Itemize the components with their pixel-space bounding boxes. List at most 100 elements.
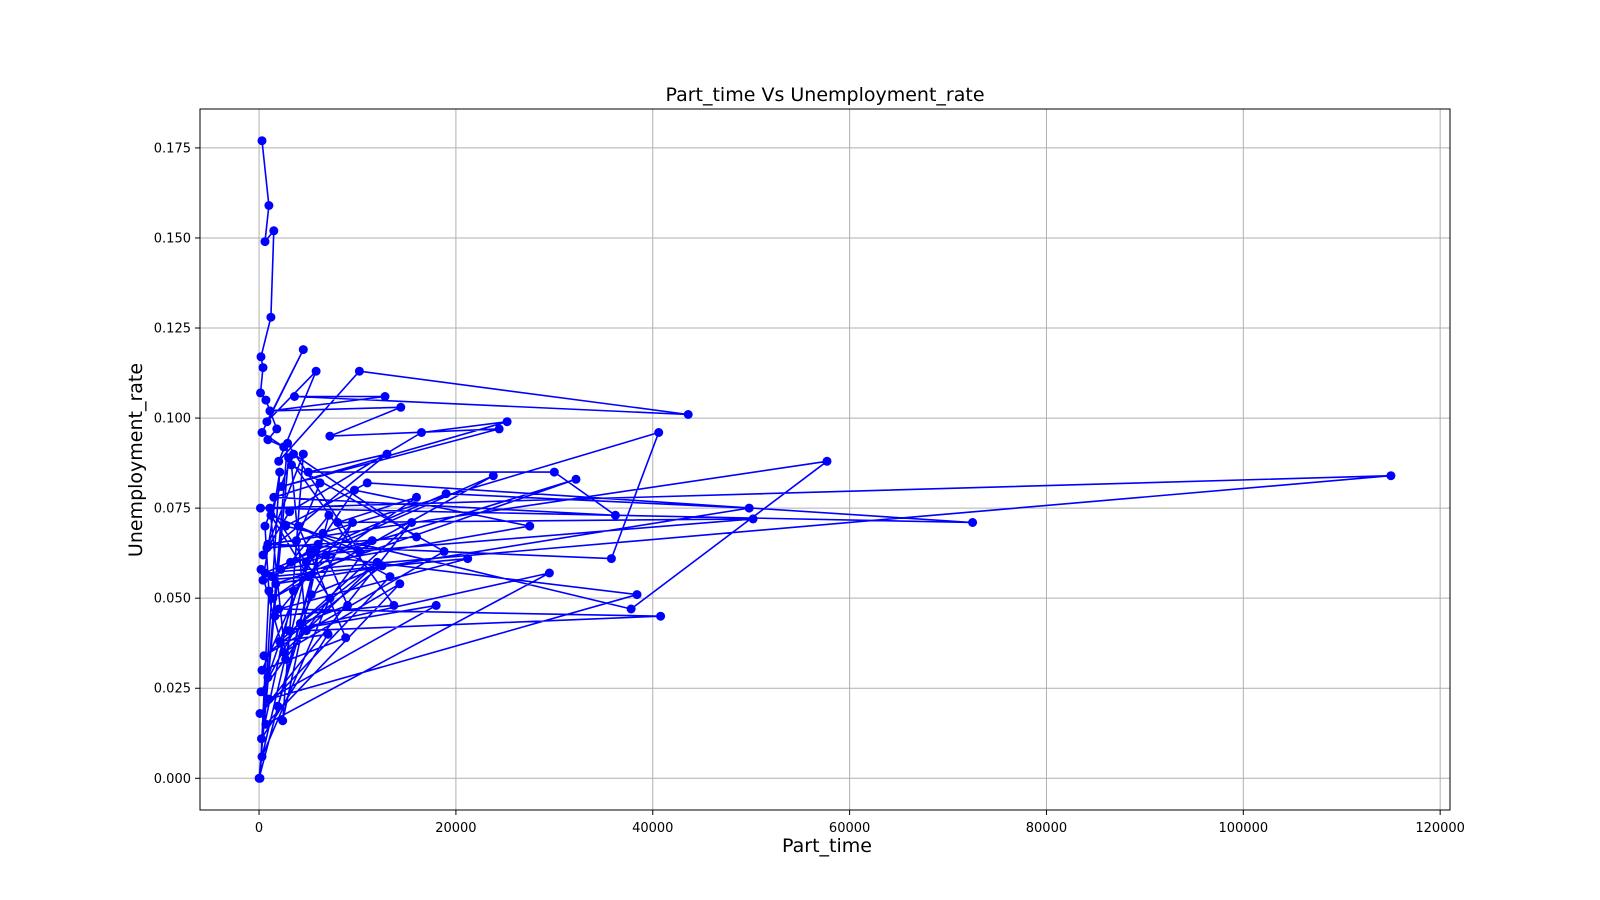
data-point <box>284 626 294 636</box>
x-tick-label: 80000 <box>1026 821 1067 836</box>
data-point <box>494 424 504 434</box>
y-tick-label: 0.100 <box>154 412 191 427</box>
x-tick-label: 20000 <box>435 821 476 836</box>
series-line <box>258 140 1392 780</box>
data-point <box>298 345 308 355</box>
data-point <box>323 629 333 639</box>
data-point <box>354 366 364 376</box>
data-point <box>301 557 311 567</box>
data-point <box>333 518 343 527</box>
data-point <box>275 636 285 646</box>
series-layer <box>254 136 1396 783</box>
chart-title: Part_time Vs Unemployment_rate <box>665 84 984 106</box>
y-tick-label: 0.175 <box>154 141 191 156</box>
data-point <box>266 510 276 520</box>
data-point <box>380 392 390 401</box>
data-point <box>286 557 296 567</box>
data-point <box>362 478 372 488</box>
data-point <box>281 654 291 664</box>
data-point <box>544 568 554 578</box>
data-point <box>412 492 421 502</box>
x-tick-label: 60000 <box>829 821 870 836</box>
data-point <box>439 546 449 556</box>
data-point <box>260 521 270 531</box>
data-point <box>488 471 498 481</box>
data-point <box>276 564 286 574</box>
data-point <box>324 510 334 520</box>
data-point <box>606 554 616 564</box>
data-point <box>290 392 299 401</box>
x-tick-label: 120000 <box>1415 821 1465 836</box>
data-point <box>321 550 331 560</box>
data-point <box>610 510 620 520</box>
data-point <box>270 611 280 621</box>
x-tick-label: 0 <box>255 821 263 836</box>
y-tick-label: 0.125 <box>154 322 191 337</box>
data-point <box>265 503 275 513</box>
data-point <box>256 388 265 398</box>
data-point <box>626 604 636 614</box>
data-point <box>525 521 535 531</box>
data-point <box>313 539 323 549</box>
data-point <box>289 586 298 596</box>
data-point <box>263 672 273 682</box>
data-point <box>654 428 664 437</box>
data-point <box>395 579 405 589</box>
data-point <box>268 593 278 603</box>
data-point <box>325 431 335 441</box>
data-point <box>407 518 417 527</box>
data-point <box>292 536 301 546</box>
data-point <box>305 546 315 556</box>
data-point <box>303 572 313 582</box>
data-point <box>656 611 666 621</box>
data-point <box>1386 471 1396 481</box>
data-point <box>385 572 395 582</box>
data-point <box>301 626 311 636</box>
data-point <box>256 564 266 574</box>
data-point <box>377 561 387 571</box>
data-point <box>441 489 451 499</box>
ticks: 0 20000 40000 60000 80000 100000 120000 0.000 0.… <box>154 141 1465 836</box>
data-point <box>264 201 274 210</box>
data-point <box>417 428 426 437</box>
data-point <box>271 579 281 589</box>
data-point <box>262 417 272 427</box>
data-point <box>389 600 399 610</box>
data-point <box>343 600 353 610</box>
data-point <box>273 701 283 711</box>
data-point <box>269 226 279 236</box>
data-point <box>348 518 358 527</box>
data-point <box>287 460 296 470</box>
data-point <box>289 449 298 459</box>
data-point <box>257 428 267 437</box>
x-axis-label: Part_time <box>782 835 872 857</box>
data-point <box>295 618 305 628</box>
data-point <box>258 363 268 373</box>
data-point <box>822 456 832 466</box>
data-point <box>259 651 269 661</box>
data-point <box>311 366 321 376</box>
data-point <box>263 435 273 445</box>
y-tick-label: 0.150 <box>154 231 191 246</box>
data-point <box>431 600 441 610</box>
grid <box>200 109 1450 810</box>
data-point <box>683 410 693 419</box>
data-point <box>367 536 377 546</box>
data-point <box>350 485 359 495</box>
data-point <box>264 586 274 596</box>
y-tick-label: 0.025 <box>154 682 191 697</box>
data-point <box>275 467 285 477</box>
data-point <box>272 424 282 434</box>
x-tick-label: 100000 <box>1218 821 1268 836</box>
data-point <box>257 665 267 675</box>
data-point <box>258 550 268 560</box>
x-tick-label: 40000 <box>632 821 673 836</box>
data-point <box>463 554 473 564</box>
y-axis-label: Unemployment_rate <box>125 363 147 557</box>
data-point <box>632 590 642 600</box>
data-point <box>303 467 313 477</box>
data-point <box>306 590 316 600</box>
y-tick-label: 0.075 <box>154 502 191 517</box>
